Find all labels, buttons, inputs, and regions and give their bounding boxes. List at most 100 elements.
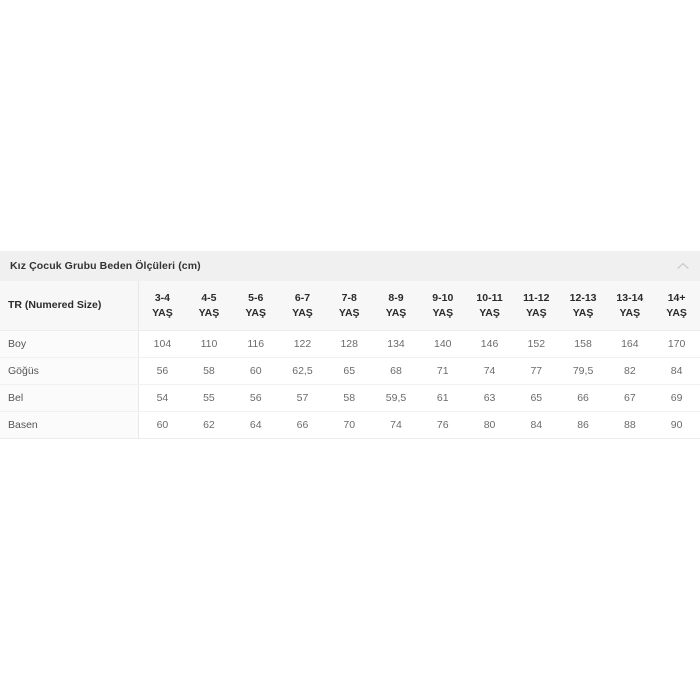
table-cell: 65 bbox=[325, 357, 373, 385]
table-cell: 62 bbox=[185, 411, 233, 439]
table-cell: 70 bbox=[325, 411, 373, 439]
table-cell: 158 bbox=[559, 330, 607, 358]
column-header-range: 3-4 bbox=[154, 291, 171, 304]
table-cell: 122 bbox=[279, 330, 326, 358]
table-cell: 58 bbox=[185, 357, 233, 385]
size-chart-table: TR (Numered Size) 3-4 YAŞ 4-5 YAŞ 5-6 YAŞ 6-7 Y… bbox=[0, 281, 700, 439]
column-header-size-7-8: 7-8 YAŞ bbox=[325, 281, 373, 331]
column-header-size-8-9: 8-9 YAŞ bbox=[372, 281, 420, 331]
column-header-unit: YAŞ bbox=[292, 306, 313, 319]
table-row: Boy 104 110 116 122 128 134 140 146 152 158 164 170 bbox=[0, 330, 700, 358]
column-header-unit: YAŞ bbox=[385, 306, 407, 319]
table-cell: 128 bbox=[325, 330, 373, 358]
page-title: Kız Çocuk Grubu Beden Ölçüleri (cm) bbox=[10, 260, 201, 272]
column-header-range: 10-11 bbox=[476, 291, 503, 304]
column-header-size-14+: 14+ YAŞ bbox=[653, 281, 700, 331]
row-label-2: Bel bbox=[0, 384, 140, 412]
table-cell: 58 bbox=[325, 384, 373, 412]
table-body: Boy 104 110 116 122 128 134 140 146 152 158 164 170 G… bbox=[0, 330, 700, 439]
size-chart-panel: Kız Çocuk Grubu Beden Ölçüleri (cm) TR (… bbox=[0, 251, 700, 439]
column-header-size-3-4: 3-4 YAŞ bbox=[138, 281, 186, 331]
table-cell: 140 bbox=[419, 330, 467, 358]
table-cell: 74 bbox=[466, 357, 513, 385]
table-cell: 66 bbox=[279, 411, 326, 439]
table-cell: 104 bbox=[138, 330, 186, 358]
table-cell: 59,5 bbox=[372, 384, 420, 412]
table-cell: 164 bbox=[606, 330, 654, 358]
table-cell: 66 bbox=[559, 384, 607, 412]
table-cell: 61 bbox=[419, 384, 467, 412]
column-header-range: 6-7 bbox=[294, 291, 311, 304]
table-cell: 88 bbox=[606, 411, 654, 439]
table-cell: 63 bbox=[466, 384, 513, 412]
table-cell: 69 bbox=[653, 384, 700, 412]
column-header-size-5-6: 5-6 YAŞ bbox=[232, 281, 280, 331]
table-cell: 68 bbox=[372, 357, 420, 385]
column-header-size-11-12: 11-12 YAŞ bbox=[512, 281, 560, 331]
table-cell: 134 bbox=[372, 330, 420, 358]
table-cell: 152 bbox=[512, 330, 560, 358]
column-header-range: 7-8 bbox=[341, 291, 357, 304]
table-cell: 54 bbox=[138, 384, 186, 412]
table-cell: 146 bbox=[466, 330, 513, 358]
table-cell: 56 bbox=[138, 357, 186, 385]
column-header-range: 12-13 bbox=[569, 291, 597, 304]
table-cell: 57 bbox=[279, 384, 326, 412]
column-header-row-label: TR (Numered Size) bbox=[0, 281, 140, 331]
column-header-unit: YAŞ bbox=[198, 306, 220, 319]
column-header-unit: YAŞ bbox=[479, 306, 500, 319]
column-header-range: 11-12 bbox=[523, 291, 550, 304]
size-chart-panel-header[interactable]: Kız Çocuk Grubu Beden Ölçüleri (cm) bbox=[0, 251, 700, 281]
column-header-size-9-10: 9-10 YAŞ bbox=[419, 281, 467, 331]
table-cell: 77 bbox=[512, 357, 560, 385]
table-cell: 71 bbox=[419, 357, 467, 385]
column-header-size-4-5: 4-5 YAŞ bbox=[185, 281, 233, 331]
table-cell: 80 bbox=[466, 411, 513, 439]
table-cell: 60 bbox=[138, 411, 186, 439]
column-header-range: 14+ bbox=[667, 291, 686, 304]
table-cell: 116 bbox=[232, 330, 280, 358]
table-cell: 65 bbox=[512, 384, 560, 412]
table-cell: 55 bbox=[185, 384, 233, 412]
column-header-unit: YAŞ bbox=[152, 306, 173, 319]
table-cell: 67 bbox=[606, 384, 654, 412]
column-header-unit: YAŞ bbox=[572, 306, 594, 319]
table-cell: 86 bbox=[559, 411, 607, 439]
column-header-size-10-11: 10-11 YAŞ bbox=[466, 281, 513, 331]
column-header-size-6-7: 6-7 YAŞ bbox=[279, 281, 326, 331]
row-label-0: Boy bbox=[0, 330, 140, 358]
chevron-up-icon[interactable] bbox=[674, 257, 692, 275]
table-cell: 110 bbox=[185, 330, 233, 358]
table-cell: 64 bbox=[232, 411, 280, 439]
column-header-unit: YAŞ bbox=[432, 306, 454, 319]
column-header-range: 5-6 bbox=[248, 291, 264, 304]
row-label-1: Göğüs bbox=[0, 357, 140, 385]
table-cell: 84 bbox=[512, 411, 560, 439]
table-cell: 60 bbox=[232, 357, 280, 385]
table-row: Göğüs 56 58 60 62,5 65 68 71 74 77 79,5 82 84 bbox=[0, 357, 700, 385]
column-header-unit: YAŞ bbox=[525, 306, 547, 319]
table-cell: 76 bbox=[419, 411, 467, 439]
column-header-range: 9-10 bbox=[432, 291, 454, 304]
column-header-range: 4-5 bbox=[201, 291, 217, 304]
table-row: Bel 54 55 56 57 58 59,5 61 63 65 66 67 69 bbox=[0, 384, 700, 412]
table-cell: 79,5 bbox=[559, 357, 607, 385]
column-header-range: 13-14 bbox=[616, 291, 644, 304]
table-cell: 170 bbox=[653, 330, 700, 358]
column-header-unit: YAŞ bbox=[245, 306, 267, 319]
table-header: TR (Numered Size) 3-4 YAŞ 4-5 YAŞ 5-6 YAŞ 6-7 Y… bbox=[0, 281, 700, 331]
table-cell: 56 bbox=[232, 384, 280, 412]
table-header-row: TR (Numered Size) 3-4 YAŞ 4-5 YAŞ 5-6 YAŞ 6-7 Y… bbox=[0, 281, 700, 331]
column-header-size-13-14: 13-14 YAŞ bbox=[606, 281, 654, 331]
column-header-range: 8-9 bbox=[388, 291, 404, 304]
table-cell: 82 bbox=[606, 357, 654, 385]
column-header-size-12-13: 12-13 YAŞ bbox=[559, 281, 607, 331]
column-header-unit: YAŞ bbox=[338, 306, 360, 319]
table-cell: 62,5 bbox=[279, 357, 326, 385]
row-label-3: Basen bbox=[0, 411, 140, 439]
column-header-unit: YAŞ bbox=[619, 306, 641, 319]
table-row: Basen 60 62 64 66 70 74 76 80 84 86 88 90 bbox=[0, 411, 700, 439]
column-header-unit: YAŞ bbox=[666, 306, 687, 319]
table-cell: 84 bbox=[653, 357, 700, 385]
